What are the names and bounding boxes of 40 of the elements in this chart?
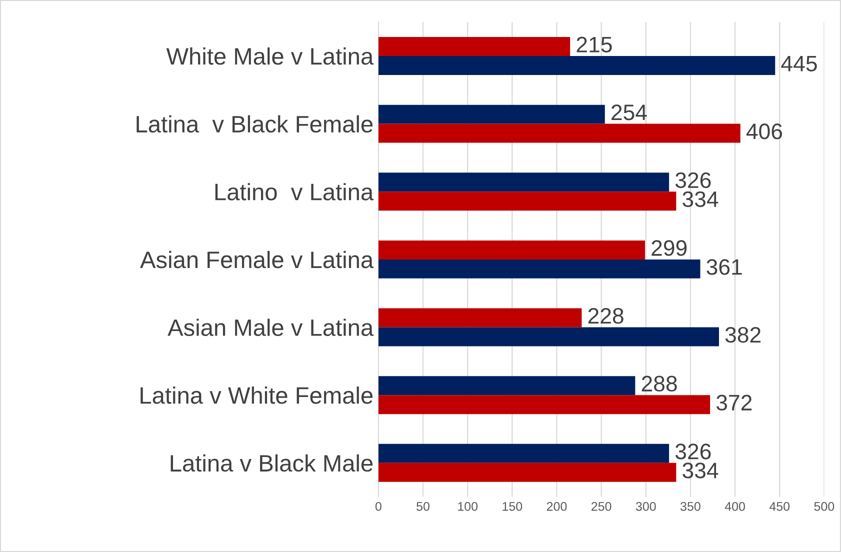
- x-tick-label: 500: [814, 502, 834, 511]
- data-label: 326: [675, 444, 711, 460]
- data-label: 406: [746, 124, 782, 140]
- data-label: 334: [682, 191, 718, 208]
- data-label: 372: [716, 394, 752, 411]
- y-tick-label: Latina v Black Male: [170, 454, 373, 472]
- bar: [378, 395, 710, 414]
- y-tick-label: Asian Female v Latina: [140, 250, 374, 268]
- y-tick-label: Asian Male v Latina: [168, 318, 374, 336]
- x-tick-label: 400: [724, 502, 745, 511]
- bar: [378, 104, 605, 124]
- data-label: 288: [642, 376, 677, 392]
- x-tick-label: 100: [458, 502, 478, 511]
- x-tick-label: 300: [636, 502, 656, 511]
- data-label: 445: [781, 56, 817, 72]
- y-tick-label: Latina v White Female: [140, 386, 373, 404]
- x-tick-label: 0: [375, 502, 382, 511]
- data-label: 254: [612, 104, 647, 120]
- x-tick-label: 250: [592, 502, 612, 511]
- y-tick-label: Latino v Latina: [215, 183, 374, 200]
- data-label: 334: [682, 462, 718, 478]
- data-label: 361: [706, 259, 742, 275]
- bar: [378, 376, 636, 396]
- bar: [378, 172, 670, 192]
- y-tick-label: Latina v Black Female: [136, 115, 373, 133]
- bar: [378, 462, 676, 482]
- x-tick-label: 200: [546, 502, 567, 511]
- data-label: 299: [652, 240, 687, 256]
- x-tick-label: 50: [416, 502, 430, 511]
- data-label: 215: [576, 36, 612, 52]
- y-tick-label: White Male v Latina: [166, 47, 374, 65]
- x-tick-label: 450: [769, 502, 790, 511]
- data-label: 228: [588, 308, 624, 324]
- x-tick-label: 350: [680, 502, 700, 511]
- x-tick-label: 150: [502, 502, 522, 511]
- data-label: 382: [725, 326, 761, 343]
- bar: [378, 124, 740, 143]
- data-label: 326: [675, 172, 711, 188]
- bar: [378, 444, 670, 463]
- bar: [378, 192, 676, 211]
